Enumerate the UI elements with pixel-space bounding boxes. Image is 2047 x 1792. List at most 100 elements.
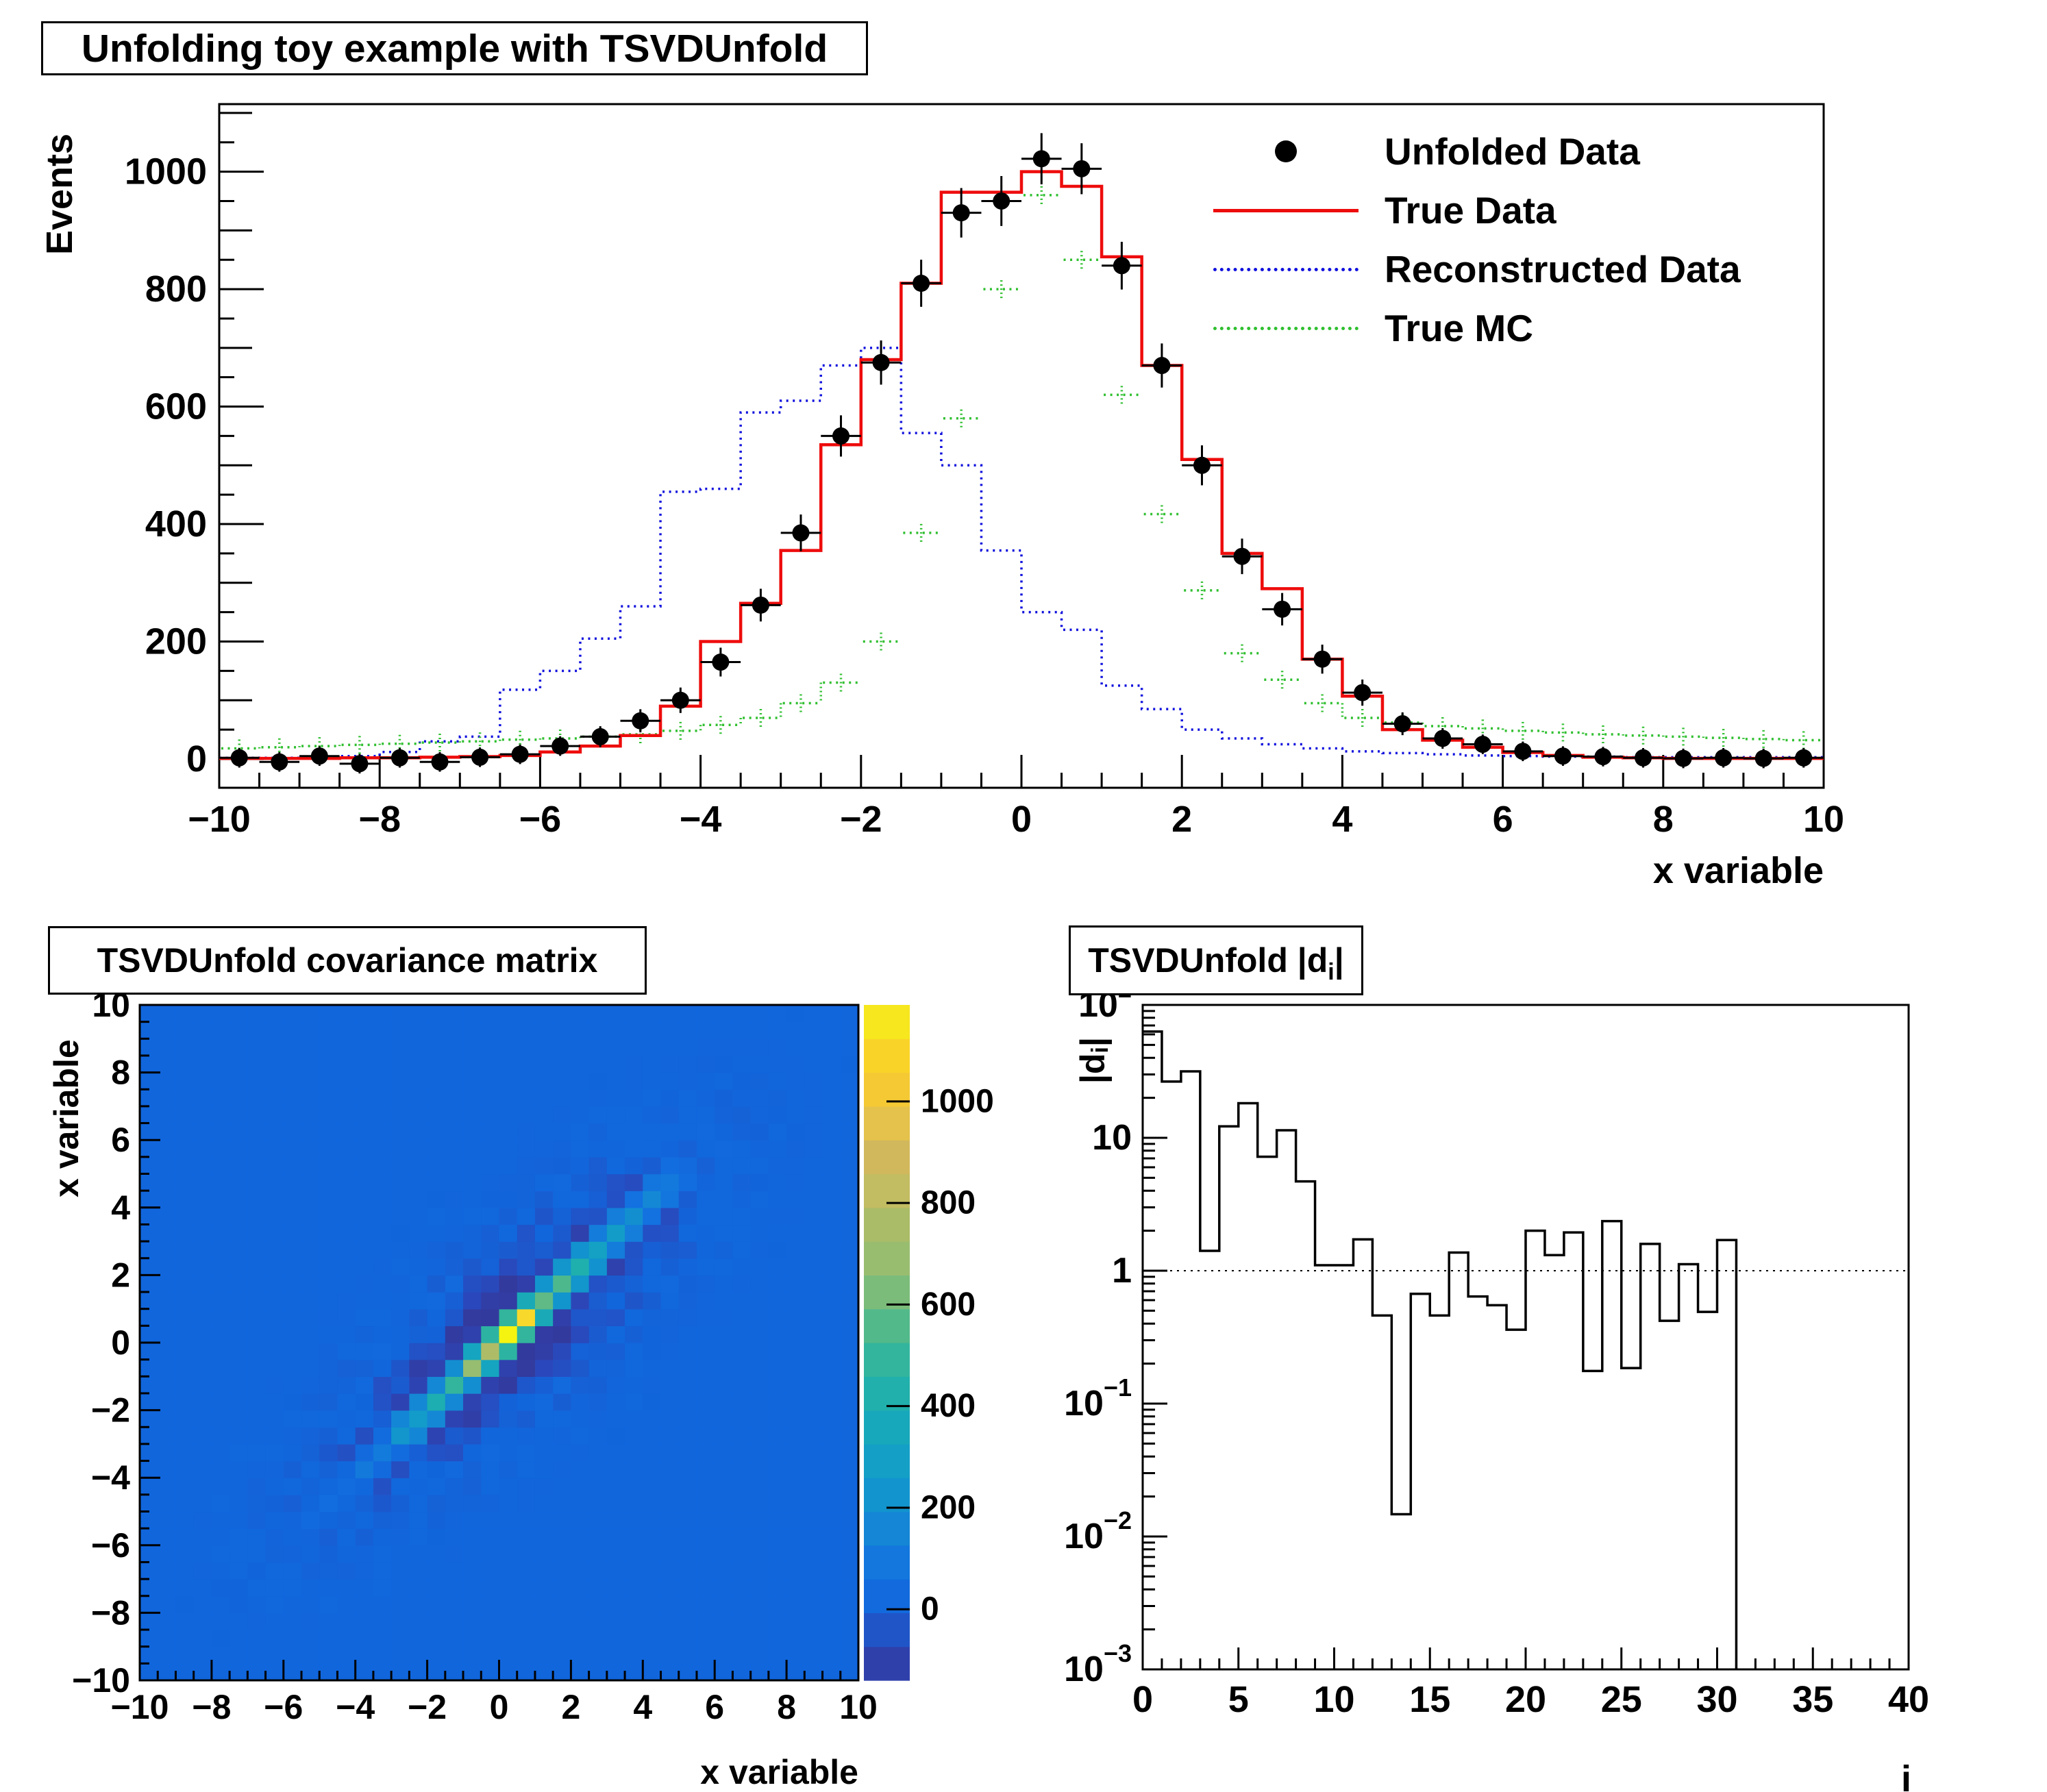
covariance-cell [625, 1528, 643, 1546]
covariance-cell [750, 1511, 769, 1529]
covariance-cell [175, 1055, 195, 1073]
covariance-cell [625, 1207, 643, 1225]
covariance-cell [606, 1528, 625, 1546]
covariance-cell [625, 1579, 643, 1597]
covariance-cell [247, 1343, 266, 1360]
di-chart-y-axis-title: |di| [1074, 1037, 1113, 1084]
covariance-cell [606, 1343, 625, 1360]
covariance-cell [750, 1562, 769, 1580]
covariance-cell [534, 1343, 554, 1360]
covariance-cell [337, 1258, 356, 1276]
covariance-cell [588, 1528, 608, 1546]
covariance-cell [732, 1089, 752, 1107]
covariance-cell [606, 1443, 625, 1462]
covariance-cell [715, 1123, 734, 1141]
covariance-cell [553, 1173, 572, 1191]
unfolded-data-marker [1354, 684, 1372, 701]
covariance-cell [337, 1224, 356, 1242]
covariance-cell [553, 1021, 572, 1039]
covariance-cell [517, 1106, 536, 1124]
covariance-cell [211, 1140, 230, 1158]
covariance-cell [804, 1343, 823, 1360]
colorbar-band [864, 1140, 910, 1175]
covariance-cell [804, 1258, 823, 1276]
covariance-cell [643, 1055, 662, 1073]
covariance-cell [265, 1021, 284, 1039]
covariance-cell [786, 1021, 806, 1039]
covariance-cell [840, 1343, 859, 1360]
covariance-cell [588, 1646, 608, 1665]
covariance-cell [265, 1545, 284, 1563]
covariance-cell [643, 1292, 662, 1310]
covariance-cell [553, 1579, 572, 1597]
covariance-cell [606, 1595, 625, 1614]
covariance-cell [140, 1021, 158, 1039]
covariance-cell [643, 1630, 662, 1647]
covariance-cell [481, 1021, 500, 1039]
covariance-cell [175, 1410, 195, 1428]
covariance-cell [319, 1055, 338, 1073]
covariance-cell [625, 1359, 643, 1377]
covariance-cell [517, 1443, 536, 1462]
covariance-cell [445, 1630, 464, 1647]
covariance-cell [265, 1410, 284, 1428]
unfolded-data-marker [952, 204, 970, 222]
covariance-cell [732, 1630, 752, 1647]
covariance-cell [140, 1173, 158, 1191]
covariance-cell [678, 1545, 697, 1563]
covariance-cell [391, 1292, 410, 1310]
unfolded-data-marker [230, 749, 248, 767]
covariance-cell [588, 1005, 608, 1023]
covariance-cell [140, 1646, 158, 1665]
covariance-cell [678, 1173, 697, 1191]
covariance-cell [660, 1207, 680, 1225]
covariance-cell [427, 1359, 446, 1377]
covariance-cell [553, 1055, 572, 1073]
covariance-cell [696, 1207, 715, 1225]
unfolded-data-marker [390, 749, 408, 767]
covariance-cell [193, 1140, 212, 1158]
covariance-cell [229, 1427, 249, 1445]
covariance-cell [625, 1393, 643, 1411]
covariance-cell [768, 1443, 787, 1462]
covariance-cell [571, 1055, 590, 1073]
covariance-cell [499, 1595, 518, 1614]
covariance-cell [588, 1258, 608, 1276]
covariance-cell [463, 1579, 482, 1597]
covariance-cell [715, 1376, 734, 1394]
covariance-cell [445, 1359, 464, 1377]
covariance-cell [158, 1173, 177, 1191]
colorbar-band [864, 1579, 910, 1613]
covariance-cell [427, 1343, 446, 1360]
covariance-cell [247, 1224, 266, 1242]
covariance-cell [804, 1562, 823, 1580]
covariance-cell [606, 1089, 625, 1107]
covariance-cell [409, 1376, 428, 1394]
covariance-cell [804, 1106, 823, 1124]
covariance-cell [337, 1393, 356, 1411]
covariance-cell [786, 1089, 806, 1107]
covariance-cell [373, 1140, 392, 1158]
covariance-cell [588, 1326, 608, 1343]
covariance-cell [319, 1562, 338, 1580]
covariance-cell [571, 1393, 590, 1411]
covariance-cell [301, 1326, 320, 1343]
covariance-cell [445, 1123, 464, 1141]
covariance-cell [355, 1427, 374, 1445]
x-axis-tick-label: −8 [358, 799, 401, 840]
covariance-cell [732, 1173, 752, 1191]
covariance-cell [678, 1275, 697, 1293]
covariance-cell [391, 1359, 410, 1377]
covariance-cell [804, 1460, 823, 1478]
cov-chart-y-axis-title: x variable [47, 1039, 86, 1197]
covariance-cell [732, 1224, 752, 1242]
covariance-cell [175, 1089, 195, 1107]
covariance-cell [158, 1258, 177, 1276]
covariance-cell [588, 1460, 608, 1478]
x-axis-tick-label: 4 [1332, 799, 1352, 840]
covariance-cell [319, 1613, 338, 1630]
covariance-cell [301, 1275, 320, 1293]
covariance-cell [481, 1545, 500, 1563]
covariance-cell [283, 1511, 302, 1529]
covariance-cell [229, 1478, 249, 1495]
